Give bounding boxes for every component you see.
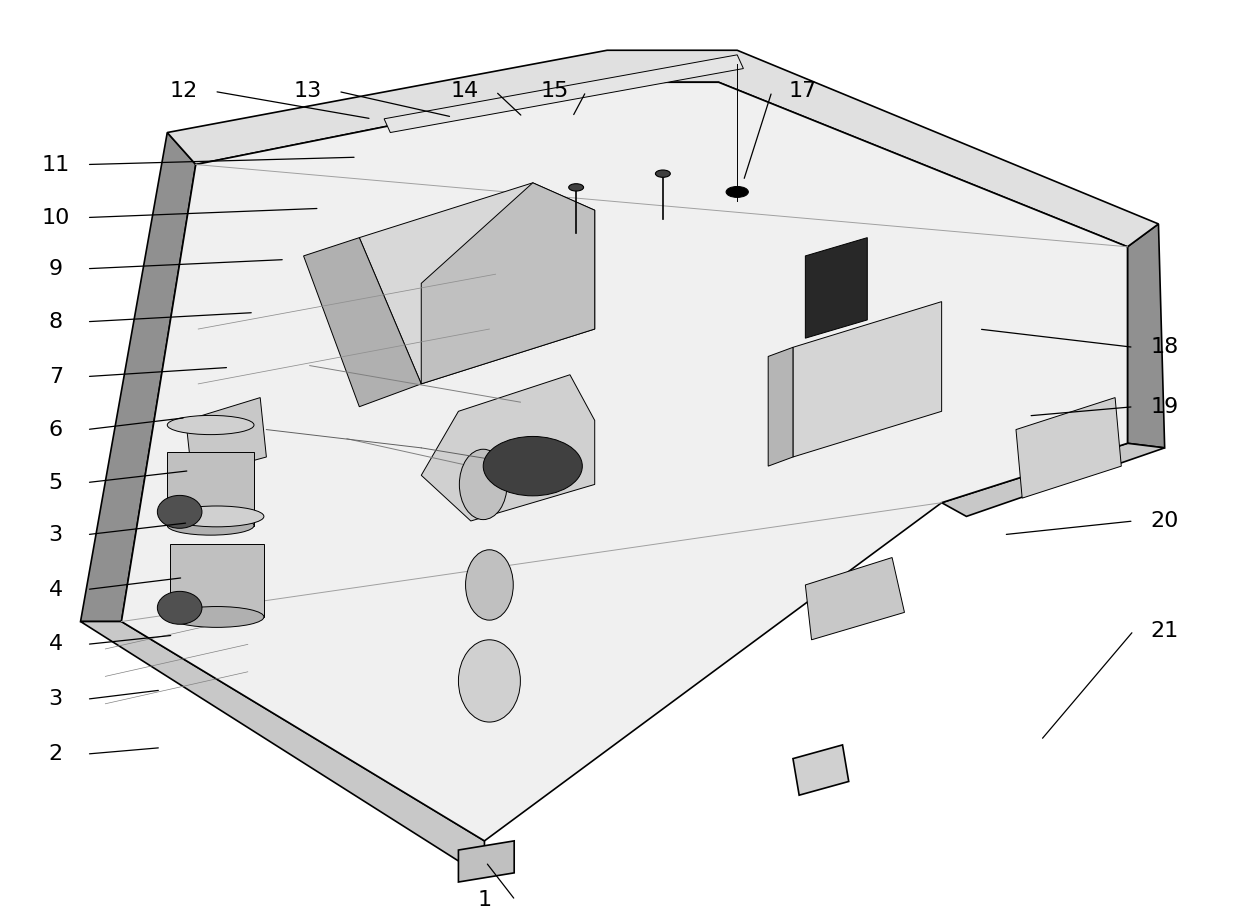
Text: 10: 10	[42, 207, 69, 228]
Text: 6: 6	[48, 420, 63, 440]
Polygon shape	[304, 238, 421, 407]
Text: 20: 20	[1151, 511, 1178, 531]
Text: 3: 3	[48, 689, 63, 709]
Polygon shape	[167, 452, 254, 526]
Text: 2: 2	[48, 744, 63, 764]
Circle shape	[157, 495, 202, 528]
Text: 13: 13	[294, 81, 321, 101]
Ellipse shape	[483, 437, 582, 495]
Text: 21: 21	[1151, 621, 1178, 641]
Polygon shape	[793, 745, 849, 795]
Polygon shape	[458, 841, 514, 882]
Text: 18: 18	[1151, 337, 1178, 357]
Polygon shape	[1016, 398, 1121, 498]
Polygon shape	[942, 443, 1165, 516]
Ellipse shape	[466, 550, 513, 621]
Ellipse shape	[655, 170, 670, 177]
Text: 14: 14	[451, 81, 478, 101]
Circle shape	[157, 591, 202, 624]
Text: 4: 4	[48, 579, 63, 600]
Polygon shape	[421, 375, 595, 521]
Ellipse shape	[726, 186, 748, 197]
Polygon shape	[1127, 224, 1165, 448]
Text: 19: 19	[1151, 397, 1178, 417]
Text: 7: 7	[48, 367, 63, 387]
Polygon shape	[167, 50, 1158, 247]
Polygon shape	[81, 622, 484, 877]
Ellipse shape	[569, 184, 584, 191]
Ellipse shape	[167, 515, 254, 536]
Text: 9: 9	[48, 259, 63, 279]
Ellipse shape	[170, 506, 264, 526]
Polygon shape	[186, 398, 266, 477]
Text: 17: 17	[789, 81, 817, 101]
Polygon shape	[805, 238, 867, 338]
Text: 3: 3	[48, 525, 63, 545]
Polygon shape	[170, 544, 264, 617]
Polygon shape	[121, 82, 1127, 841]
Text: 15: 15	[541, 81, 569, 101]
Text: 4: 4	[48, 634, 63, 654]
Polygon shape	[81, 133, 196, 622]
Text: 5: 5	[48, 473, 63, 493]
Text: 11: 11	[42, 154, 69, 175]
Polygon shape	[805, 558, 904, 640]
Ellipse shape	[460, 450, 507, 519]
Text: 12: 12	[170, 81, 197, 101]
Text: 1: 1	[477, 890, 492, 910]
Ellipse shape	[167, 415, 254, 435]
Polygon shape	[793, 302, 942, 457]
Ellipse shape	[458, 640, 520, 722]
Ellipse shape	[170, 607, 264, 627]
Polygon shape	[384, 55, 743, 133]
Polygon shape	[359, 183, 595, 384]
Text: 8: 8	[48, 312, 63, 332]
Polygon shape	[768, 347, 793, 466]
Polygon shape	[421, 183, 595, 384]
